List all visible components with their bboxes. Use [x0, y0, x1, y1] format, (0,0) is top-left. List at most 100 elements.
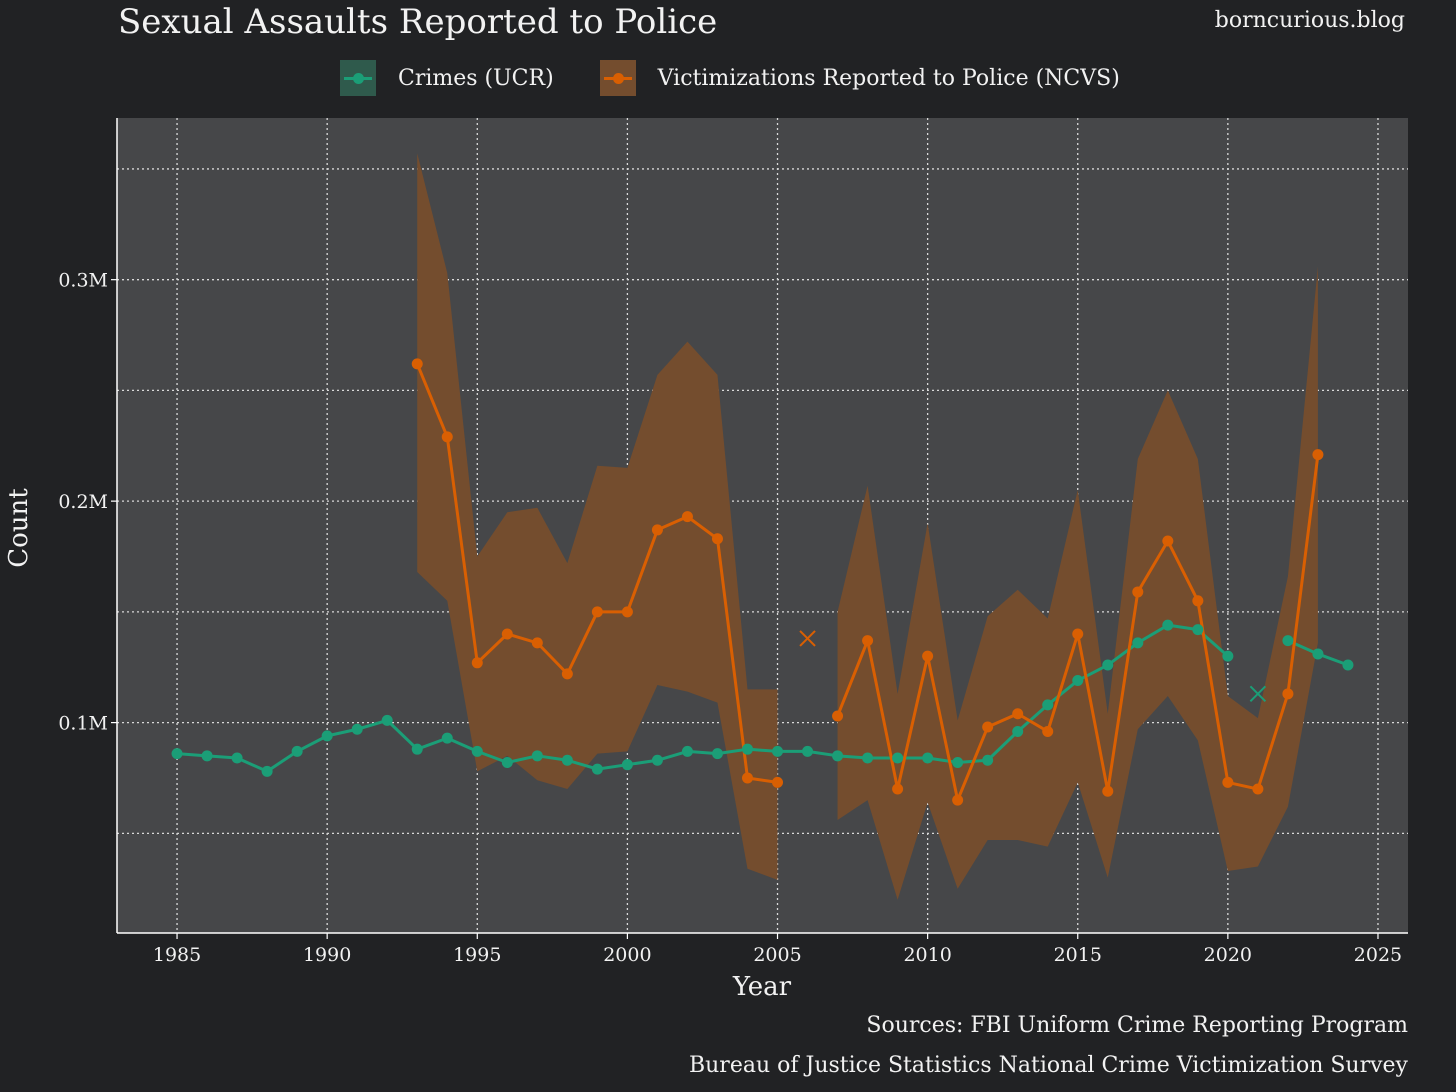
ncvs-point-2001	[651, 524, 663, 536]
ncvs-point-2003	[711, 533, 723, 545]
ucr-point-2008	[862, 752, 874, 764]
ucr-estimate-marker-stroke-b	[1249, 685, 1267, 703]
x-tick-label-2015: 2015	[1054, 944, 1102, 966]
ucr-point-2003	[711, 748, 723, 760]
ucr-point-2005	[772, 745, 784, 757]
ncvs-point-1997	[531, 637, 543, 649]
x-axis-label: Year	[732, 972, 792, 1002]
ncvs-confidence-band-0	[417, 153, 778, 880]
site-name: borncurious.blog	[1214, 8, 1405, 33]
ncvs-point-2007	[832, 710, 844, 722]
ncvs-point-2021	[1252, 783, 1264, 795]
ucr-point-1999	[591, 763, 603, 775]
ncvs-point-2017	[1132, 586, 1144, 598]
ucr-point-1991	[351, 723, 363, 735]
ucr-point-2014	[1042, 699, 1054, 711]
legend-item-ucr: Crimes (UCR)	[340, 60, 554, 96]
x-tick-label-2020: 2020	[1204, 944, 1252, 966]
ucr-point-2018	[1162, 619, 1174, 631]
ncvs-estimate-marker-2006	[799, 630, 816, 647]
y-axis-label: Count	[4, 488, 34, 568]
ucr-point-1994	[441, 732, 453, 744]
ucr-point-2024	[1342, 659, 1354, 671]
ucr-point-1997	[531, 750, 543, 762]
ncvs-point-2023	[1312, 449, 1324, 461]
ncvs-point-2014	[1042, 725, 1054, 737]
ucr-point-2016	[1102, 659, 1114, 671]
ucr-point-2007	[832, 750, 844, 762]
grid-lines	[117, 118, 1408, 933]
ucr-point-2022	[1282, 635, 1294, 647]
ucr-point-2023	[1312, 648, 1324, 660]
ucr-point-1996	[501, 756, 513, 768]
x-tick-label-1995: 1995	[453, 944, 501, 966]
ncvs-point-2011	[952, 794, 964, 806]
ncvs-point-1999	[591, 606, 603, 618]
ncvs-point-2009	[892, 783, 904, 795]
ucr-point-2010	[922, 752, 934, 764]
ucr-point-2009	[892, 752, 904, 764]
ucr-point-1993	[411, 743, 423, 755]
source-line-1: Sources: FBI Uniform Crime Reporting Pro…	[866, 1013, 1408, 1038]
ncvs-estimate-marker-stroke-b	[799, 630, 816, 647]
ncvs-point-1995	[471, 657, 483, 669]
x-tick-label-2025: 2025	[1354, 944, 1402, 966]
ucr-point-1985	[171, 748, 183, 760]
y-tick-label-300000: 0.3M	[58, 270, 108, 292]
ucr-point-1987	[231, 752, 243, 764]
x-axis-ticks: 1985 1990 1995 2000 2005 2010 2015 2020 2025	[153, 933, 1402, 966]
x-tick-label-1990: 1990	[303, 944, 351, 966]
ucr-point-1992	[381, 714, 393, 726]
series-points	[171, 358, 1354, 806]
ucr-point-2000	[621, 759, 633, 771]
x-tick-label-2010: 2010	[903, 944, 951, 966]
ncvs-point-2004	[741, 772, 753, 784]
ncvs-point-2008	[862, 635, 874, 647]
ncvs-point-2013	[1012, 708, 1024, 720]
ucr-point-1995	[471, 745, 483, 757]
ncvs-point-2015	[1072, 628, 1084, 640]
ncvs-point-2002	[681, 511, 693, 523]
ncvs-point-2022	[1282, 688, 1294, 700]
legend-key-ncvs	[599, 60, 636, 96]
ucr-point-2019	[1192, 624, 1204, 636]
ucr-point-2012	[982, 754, 994, 766]
ucr-point-2001	[651, 754, 663, 766]
ucr-point-1986	[201, 750, 213, 762]
legend-key-ucr	[340, 60, 376, 96]
ncvs-point-2016	[1102, 785, 1114, 797]
ucr-point-2015	[1072, 675, 1084, 687]
ncvs-point-2020	[1222, 776, 1234, 788]
ucr-point-2011	[952, 756, 964, 768]
x-tick-label-2000: 2000	[603, 944, 651, 966]
x-tick-label-2005: 2005	[753, 944, 801, 966]
x-tick-label-1985: 1985	[153, 944, 201, 966]
ncvs-point-2005	[772, 776, 784, 788]
ucr-point-1990	[321, 730, 333, 742]
ncvs-confidence-band-1	[837, 266, 1318, 900]
ncvs-point-1993	[411, 358, 423, 370]
ucr-point-1989	[291, 745, 303, 757]
legend: Crimes (UCR) Victimizations Reported to …	[340, 58, 1166, 98]
ncvs-point-2019	[1192, 595, 1204, 607]
y-tick-label-100000: 0.1M	[58, 713, 108, 735]
ucr-point-2004	[741, 743, 753, 755]
ncvs-point-2018	[1162, 535, 1174, 547]
ncvs-point-1998	[561, 668, 573, 680]
chart-title: Sexual Assaults Reported to Police	[118, 2, 718, 42]
ucr-estimate-marker-2021	[1249, 685, 1267, 703]
ncvs-point-2012	[982, 721, 994, 733]
legend-item-ncvs: Victimizations Reported to Police (NCVS)	[599, 60, 1120, 96]
ucr-point-2002	[681, 745, 693, 757]
confidence-bands	[417, 153, 1318, 900]
legend-label-ncvs: Victimizations Reported to Police (NCVS)	[657, 65, 1120, 91]
y-tick-label-200000: 0.2M	[58, 491, 108, 513]
ncvs-point-1994	[441, 431, 453, 443]
ucr-point-2020	[1222, 650, 1234, 662]
y-axis-ticks: 0.1M 0.2M 0.3M	[58, 270, 117, 735]
ucr-point-2006	[802, 745, 814, 757]
ncvs-point-2000	[621, 606, 633, 618]
ncvs-point-1996	[501, 628, 513, 640]
ncvs-point-2010	[922, 650, 934, 662]
